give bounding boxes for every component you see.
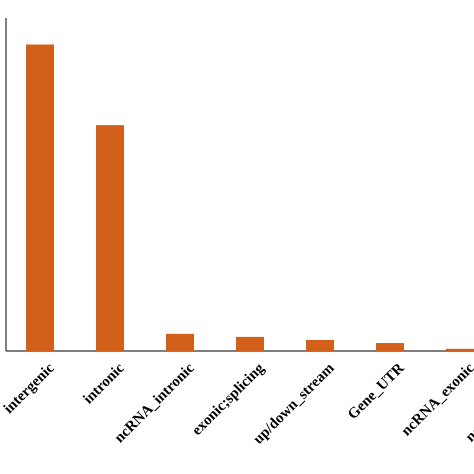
- bar-exonic-splicing: [236, 336, 264, 351]
- bar-intergenic: [26, 44, 54, 351]
- bar-ncrna-exonic: [446, 348, 474, 351]
- x-tick-label: exonic;splicing: [189, 360, 268, 439]
- bar-intronic: [96, 125, 124, 352]
- x-tick-labels-group: intergenic intronicncRNA_intronicexonic;s…: [1, 360, 474, 448]
- bar-ncrna-intronic: [166, 333, 194, 351]
- bars-group: [26, 44, 474, 352]
- bar-gene-utr: [376, 343, 404, 351]
- x-tick-label: intergenic: [1, 360, 58, 417]
- x-tick-label: intronic: [81, 360, 128, 407]
- x-tick-label: Gene_UTR: [345, 360, 408, 423]
- bar-up-down-stream: [306, 339, 334, 351]
- x-tick-label: ncRNA_exonic: [399, 360, 474, 439]
